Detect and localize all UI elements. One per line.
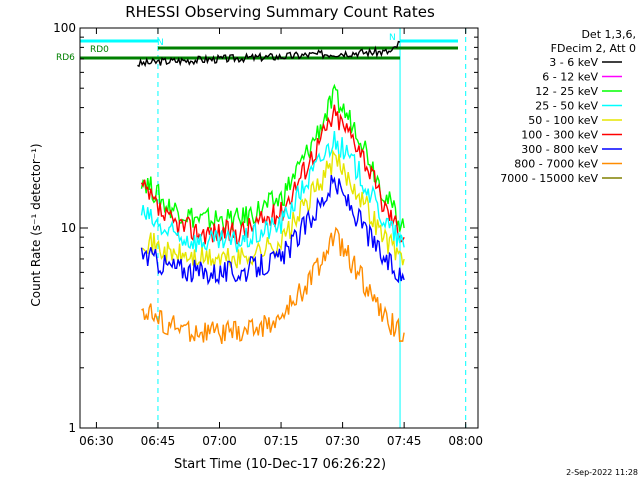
marker-layer (79, 28, 467, 428)
legend-header-2: FDecim 2, Att 0 (551, 42, 636, 55)
footer-date: 2-Sep-2022 11:28 (566, 468, 638, 477)
series-line-4 (141, 149, 405, 269)
series-line-0 (137, 40, 401, 68)
series-line-2 (140, 104, 405, 245)
rd6-label: RD6 (56, 53, 75, 63)
x-tick-label-0: 06:30 (79, 434, 114, 448)
series-line-5 (140, 174, 405, 286)
x-tick-label-2: 07:00 (202, 434, 237, 448)
x-tick-label-5: 07:45 (387, 434, 422, 448)
plot-frame (79, 27, 479, 429)
series-layer (137, 40, 405, 345)
x-tick-label-4: 07:30 (325, 434, 360, 448)
chart-title: RHESSI Observing Summary Count Rates (125, 3, 435, 21)
legend-label-3: 25 - 50 keV (535, 100, 598, 113)
legend-label-1: 6 - 12 keV (542, 71, 598, 84)
legend-label-6: 300 - 800 keV (521, 143, 598, 156)
legend-label-8: 7000 - 15000 keV (500, 172, 598, 185)
n-label: N (157, 38, 164, 48)
axes-layer: 06:30 06:45 07:00 07:15 07:30 07:45 08:00 1 10 10… (53, 21, 483, 448)
x-tick-label-3: 07:15 (264, 434, 299, 448)
legend-label-0: 3 - 6 keV (549, 56, 598, 69)
y-tick-label-2: 100 (53, 21, 76, 35)
legend-header-1: Det 1,3,6, (581, 28, 636, 41)
n2-label: N (389, 33, 396, 43)
series-line-1 (140, 83, 405, 234)
y-tick-label-0: 1 (68, 421, 76, 435)
series-line-3 (140, 131, 405, 253)
legend-label-5: 100 - 300 keV (521, 129, 598, 142)
legend-label-7: 800 - 7000 keV (514, 158, 598, 171)
legend-label-4: 50 - 100 keV (528, 114, 598, 127)
y-tick-label-1: 10 (61, 221, 76, 235)
x-tick-label-1: 06:45 (141, 434, 176, 448)
x-tick-label-6: 08:00 (448, 434, 483, 448)
y-axis-label: Count Rate (s⁻¹ detector⁻¹) (29, 143, 43, 306)
x-axis-label: Start Time (10-Dec-17 06:26:22) (174, 457, 386, 472)
series-line-6 (141, 226, 405, 345)
legend-label-2: 12 - 25 keV (535, 85, 598, 98)
rd0-label: RD0 (90, 45, 109, 55)
